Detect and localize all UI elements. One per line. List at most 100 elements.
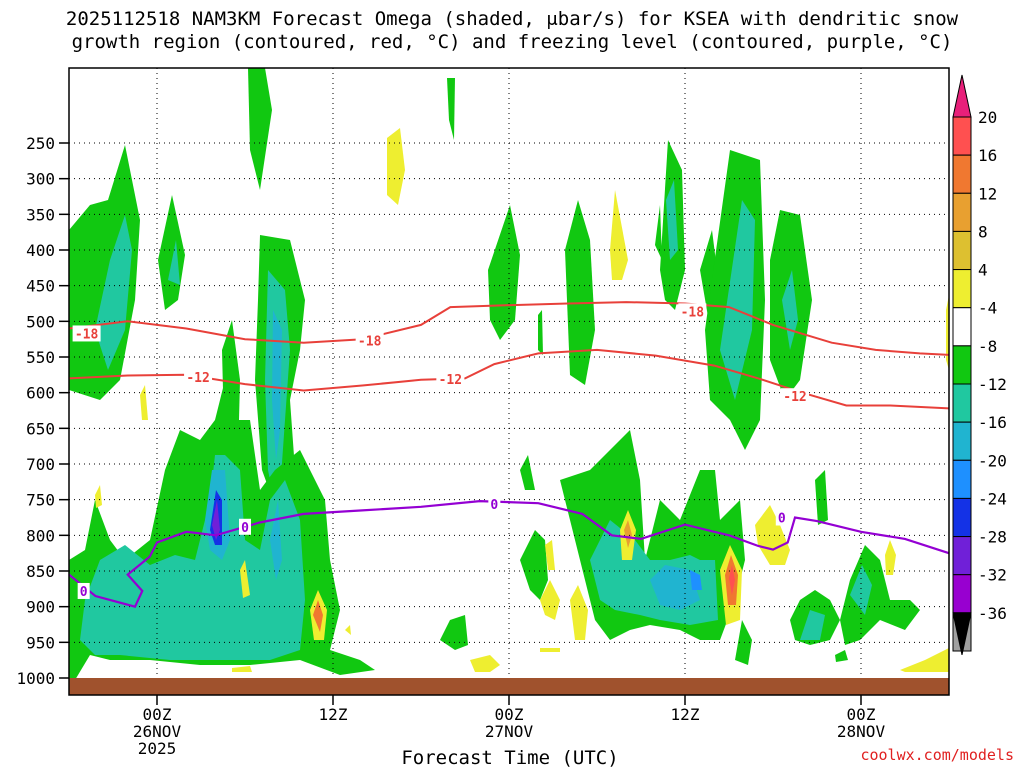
omega-region xyxy=(447,78,455,140)
omega-region xyxy=(538,310,543,355)
colorbar-label: 8 xyxy=(978,222,988,241)
x-tick-label: 26NOV xyxy=(133,722,182,741)
contour-label-red-bg xyxy=(781,388,809,405)
omega-region xyxy=(729,565,735,595)
x-tick-label: 27NOV xyxy=(485,722,534,741)
colorbar-box xyxy=(952,154,972,194)
omega-region xyxy=(520,455,535,490)
omega-region xyxy=(540,580,560,620)
colorbar-label: -8 xyxy=(978,337,997,356)
y-tick-label: 850 xyxy=(26,562,55,581)
contour-label-red: -18 xyxy=(75,327,99,342)
omega-region xyxy=(900,648,949,672)
omega-region xyxy=(815,470,828,525)
contour-lines xyxy=(69,301,949,609)
contour-label-purple: 0 xyxy=(80,585,88,600)
credit-text: coolwx.com/models xyxy=(860,746,1014,764)
y-tick-label: 500 xyxy=(26,312,55,331)
omega-region xyxy=(850,565,872,615)
omega-region xyxy=(540,648,560,652)
omega-region xyxy=(545,540,555,570)
omega-region xyxy=(95,215,132,370)
colorbar-label: -36 xyxy=(978,604,1007,623)
omega-region xyxy=(800,610,825,640)
contour-label-red-bg xyxy=(184,368,213,385)
colorbar-label: -20 xyxy=(978,451,1007,470)
colorbar-bottom-arrow xyxy=(952,612,972,655)
contour-label-purple: 0 xyxy=(778,512,786,527)
omega-region xyxy=(140,385,148,420)
y-tick-label: 700 xyxy=(26,455,55,474)
colorbar-box xyxy=(952,116,972,156)
omega-region xyxy=(80,455,305,660)
omega-region xyxy=(720,200,755,400)
chart-title-line2: growth region (contoured, red, °C) and f… xyxy=(71,31,953,53)
y-tick-label: 800 xyxy=(26,526,55,545)
colorbar-label: -28 xyxy=(978,528,1007,547)
omega-region xyxy=(240,560,250,598)
x-tick-label: 00Z xyxy=(495,705,524,724)
omega-region xyxy=(624,520,632,548)
omega-region xyxy=(488,205,520,340)
y-tick-label: 350 xyxy=(26,205,55,224)
y-tick-label: 950 xyxy=(26,633,55,652)
omega-region xyxy=(470,655,500,672)
contour-label-purple-bg xyxy=(77,582,90,599)
contour-label-red: -12 xyxy=(783,390,806,405)
contour-label-red-bg xyxy=(355,332,384,349)
x-tick-label: 28NOV xyxy=(837,722,886,741)
y-tick-label: 650 xyxy=(26,419,55,438)
omega-region xyxy=(95,485,102,508)
contour-label-red: -12 xyxy=(439,373,462,388)
colorbar-box xyxy=(952,497,972,538)
omega-region xyxy=(885,540,896,575)
colorbar-box xyxy=(952,307,972,347)
y-tick-label: 250 xyxy=(26,134,55,153)
colorbar-box xyxy=(952,536,972,576)
omega-shading xyxy=(69,68,949,690)
omega-region xyxy=(690,570,702,590)
omega-region xyxy=(168,240,180,285)
omega-region xyxy=(520,530,548,600)
omega-region xyxy=(835,650,848,662)
colorbar-label: 16 xyxy=(978,146,997,165)
y-tick-label: 750 xyxy=(26,491,55,510)
colorbar-label: -24 xyxy=(978,489,1007,508)
omega-region xyxy=(782,270,798,350)
colorbar-box xyxy=(952,421,972,461)
omega-region xyxy=(212,500,220,540)
colorbar-box xyxy=(952,269,972,309)
x-tick-label: 12Z xyxy=(319,705,348,724)
contour-label-red-bg xyxy=(678,303,707,320)
omega-region xyxy=(313,600,323,632)
omega-region xyxy=(387,128,405,205)
y-tick-label: 900 xyxy=(26,598,55,617)
omega-region xyxy=(270,500,282,580)
colorbar-label: 12 xyxy=(978,184,997,203)
ground-band xyxy=(69,678,949,695)
contour-label-purple-bg xyxy=(775,509,788,526)
time-gridlines xyxy=(156,68,862,678)
colorbar-label: -12 xyxy=(978,375,1007,394)
omega-region xyxy=(666,180,678,260)
contour-label-red-bg xyxy=(72,325,101,342)
contour-label-purple-bg xyxy=(488,495,501,512)
colorbar-label: -16 xyxy=(978,413,1007,432)
x-axis-title: Forecast Time (UTC) xyxy=(401,747,618,768)
omega-region xyxy=(755,505,790,565)
colorbar: 20 16 12 8 4 -4 -8 -12 -16 -20 -24 -28 -32 -36 xyxy=(952,74,1007,655)
contour-label-purple: 0 xyxy=(241,521,249,536)
contour-label-purple: 0 xyxy=(490,498,498,513)
x-tick-label: 12Z xyxy=(671,705,700,724)
omega-region xyxy=(650,565,700,610)
x-tick-label: 2025 xyxy=(138,739,177,758)
contour-red--18 xyxy=(69,301,949,356)
colorbar-box xyxy=(952,383,972,423)
y-tick-label: 1000 xyxy=(16,669,55,688)
colorbar-box xyxy=(952,192,972,232)
omega-region xyxy=(735,620,752,665)
contour-label-red-bg xyxy=(436,371,465,388)
omega-region xyxy=(565,200,595,385)
